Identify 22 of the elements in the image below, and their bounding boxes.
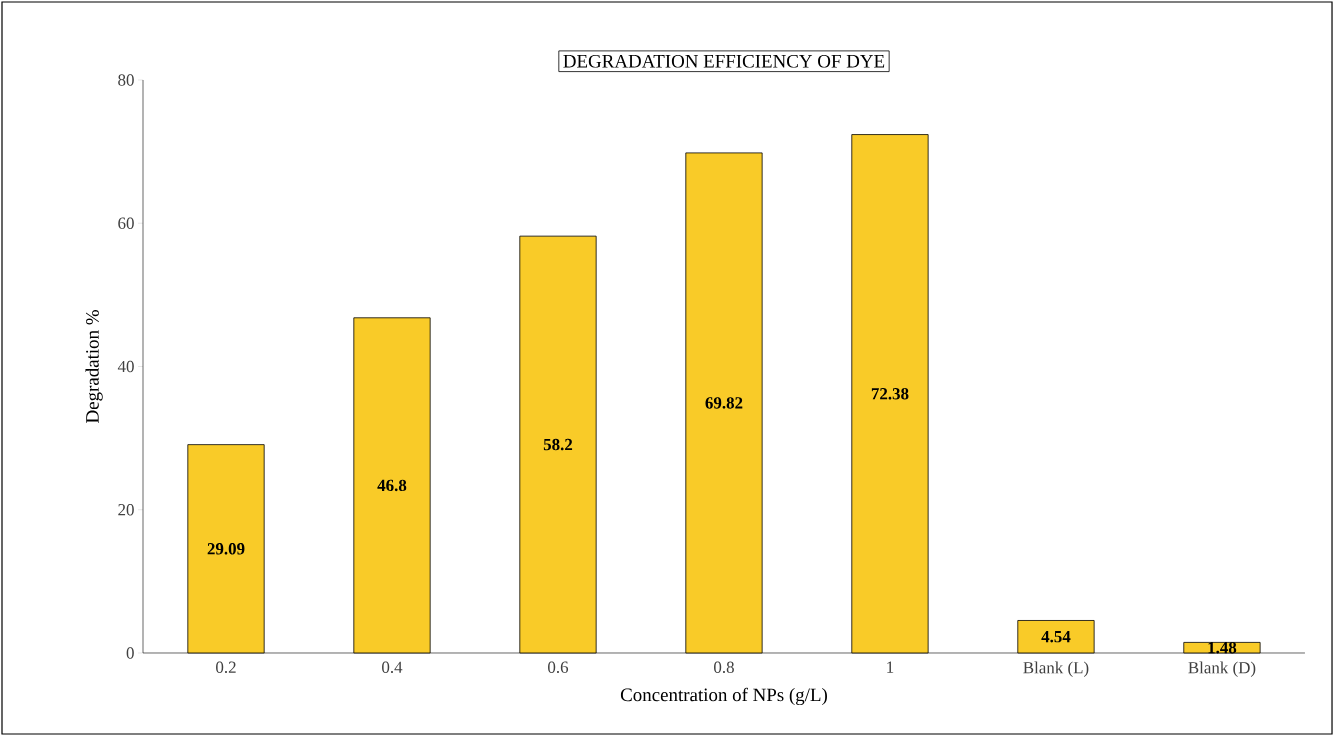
data-label: 58.2 (543, 438, 573, 451)
x-tick-label: 1 (887, 661, 894, 673)
y-tick-label: 0 (126, 647, 134, 659)
y-tick-label: 20 (118, 504, 134, 516)
x-tick-label: 0.8 (714, 661, 734, 674)
y-tick-label: 60 (118, 217, 134, 229)
data-label: 46.8 (377, 479, 407, 492)
x-tick-label: 0.4 (382, 661, 403, 674)
data-label: 69.82 (705, 397, 743, 409)
data-label: 4.54 (1041, 631, 1071, 643)
data-label: 72.38 (871, 388, 909, 400)
y-tick-label: 40 (117, 360, 134, 373)
x-tick-label: Blank (D) (1188, 661, 1256, 677)
y-tick-label: 80 (118, 74, 134, 86)
chart-title: DEGRADATION EFFICIENCY OF DYE (563, 54, 885, 68)
x-axis-title: Concentration of NPs (g/L) (620, 687, 827, 706)
data-label: 1.48 (1208, 641, 1237, 654)
x-tick-label: 0.2 (216, 661, 236, 674)
y-axis-title: Degradation % (85, 310, 103, 423)
data-label: 29.09 (207, 543, 245, 555)
x-tick-label: Blank (L) (1023, 661, 1089, 677)
x-tick-label: 0.6 (548, 661, 569, 674)
